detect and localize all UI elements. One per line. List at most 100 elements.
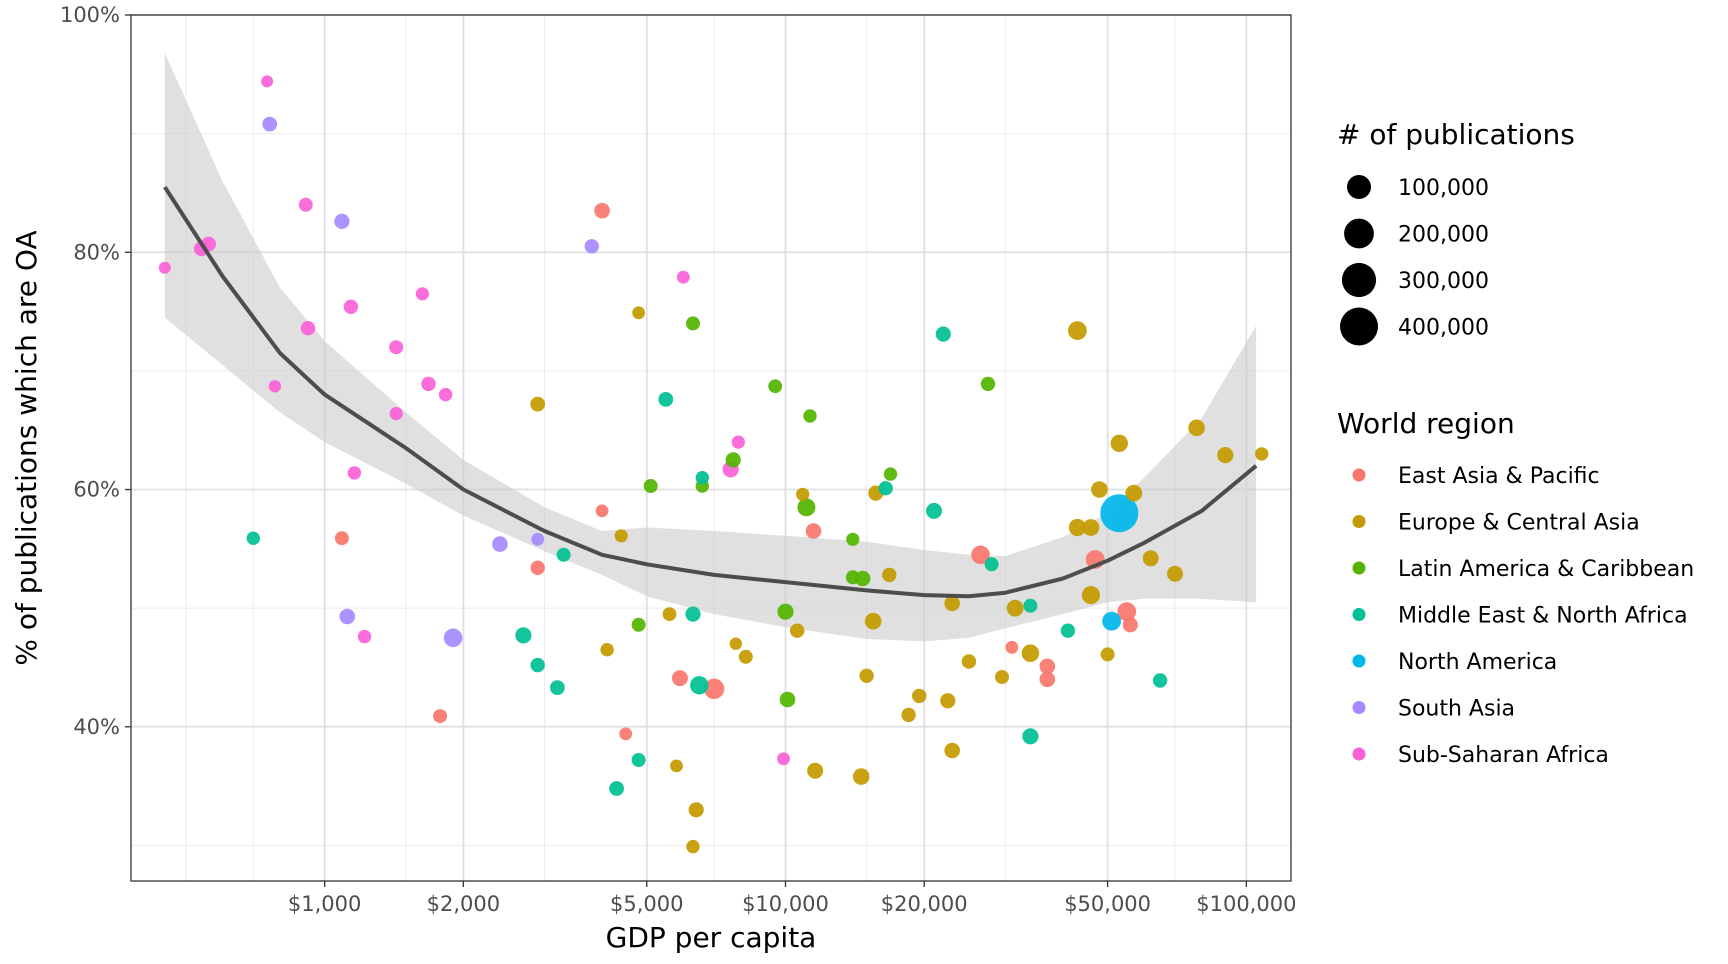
data-point: [614, 529, 628, 543]
data-point: [995, 670, 1009, 684]
data-point: [797, 498, 816, 517]
data-point: [846, 532, 860, 546]
size-legend-key: [1344, 218, 1374, 249]
data-point: [864, 612, 882, 630]
data-point: [1039, 658, 1056, 675]
data-point: [389, 340, 404, 355]
data-point: [1100, 647, 1115, 662]
data-point: [912, 688, 927, 704]
data-point: [803, 409, 817, 423]
color-legend-key: [1352, 515, 1366, 528]
data-point: [940, 693, 956, 709]
data-point: [609, 781, 624, 796]
x-tick-label: $20,000: [881, 892, 968, 916]
data-point: [584, 239, 599, 254]
data-point: [676, 270, 690, 284]
color-legend-label: East Asia & Pacific: [1398, 464, 1600, 489]
data-point: [725, 452, 741, 468]
data-point: [1142, 550, 1159, 567]
data-point: [530, 657, 545, 673]
data-point: [729, 637, 742, 650]
color-legend-label: North America: [1398, 650, 1557, 675]
data-point: [685, 606, 701, 622]
x-tick-label: $1,000: [288, 892, 361, 916]
data-point: [690, 676, 709, 695]
confidence-band-area: [164, 53, 1257, 642]
data-point: [944, 595, 960, 612]
data-point: [686, 316, 700, 331]
data-point: [1006, 599, 1024, 617]
x-tick-label: $10,000: [742, 892, 829, 916]
data-point: [300, 321, 316, 336]
data-point: [619, 727, 633, 741]
size-legend-key: [1341, 262, 1377, 298]
data-point: [1122, 617, 1138, 633]
data-point: [790, 623, 805, 638]
x-axis: $1,000 $2,000 $5,000 $10,000 $20,000 $50,000 $…: [288, 881, 1296, 916]
data-point: [347, 466, 362, 480]
data-point: [1100, 494, 1139, 533]
trend-confidence-band: [164, 53, 1257, 642]
data-point: [298, 197, 313, 212]
data-point: [261, 75, 274, 88]
color-legend-label: Europe & Central Asia: [1398, 511, 1640, 536]
data-point: [550, 680, 565, 695]
data-point: [389, 407, 403, 421]
data-point: [805, 523, 822, 539]
data-point: [882, 567, 897, 583]
data-point: [731, 435, 745, 449]
x-axis-title: GDP per capita: [606, 921, 817, 954]
data-point: [935, 326, 951, 342]
data-point: [1188, 419, 1205, 437]
data-point: [980, 376, 996, 392]
data-point: [1081, 586, 1100, 605]
size-legend-label: 200,000: [1398, 223, 1489, 248]
data-point: [845, 570, 860, 585]
data-point: [671, 670, 688, 687]
data-point: [339, 608, 356, 625]
data-point: [262, 116, 278, 132]
data-point: [530, 396, 546, 412]
data-point: [670, 759, 683, 773]
data-point: [688, 802, 704, 818]
data-point: [595, 504, 609, 518]
x-tick-label: $5,000: [610, 892, 683, 916]
data-point: [662, 607, 677, 621]
data-point: [334, 213, 350, 229]
trend-line: [163, 185, 1258, 599]
data-point: [984, 557, 999, 572]
color-legend-key: [1352, 561, 1366, 575]
color-legend-label: Sub-Saharan Africa: [1398, 743, 1609, 768]
data-point: [246, 531, 260, 545]
loess-curve: [163, 185, 1258, 599]
data-point: [268, 380, 282, 393]
data-point: [944, 742, 960, 759]
data-point: [643, 479, 658, 493]
color-legend-title: World region: [1337, 407, 1515, 440]
y-tick-label: 40%: [73, 715, 120, 739]
data-point: [438, 387, 453, 402]
data-point: [1068, 321, 1087, 340]
size-legend-label: 300,000: [1398, 269, 1489, 294]
data-point: [926, 502, 942, 519]
data-point: [1125, 484, 1143, 502]
data-point: [1167, 565, 1183, 582]
data-point: [492, 536, 508, 552]
data-point: [807, 762, 824, 779]
data-point: [1021, 644, 1040, 662]
data-point: [433, 709, 448, 724]
y-tick-label: 100%: [60, 3, 120, 27]
data-point: [1068, 518, 1086, 537]
plot-panel-border: [130, 14, 1292, 882]
size-legend-key: [1347, 175, 1371, 199]
data-point: [883, 467, 898, 481]
data-point: [632, 306, 645, 320]
color-legend-key: [1352, 608, 1366, 621]
data-point: [1022, 728, 1039, 745]
data-point: [600, 643, 614, 657]
data-point: [1110, 434, 1129, 452]
y-tick-label: 60%: [73, 478, 120, 502]
color-legend-key: [1352, 468, 1366, 482]
